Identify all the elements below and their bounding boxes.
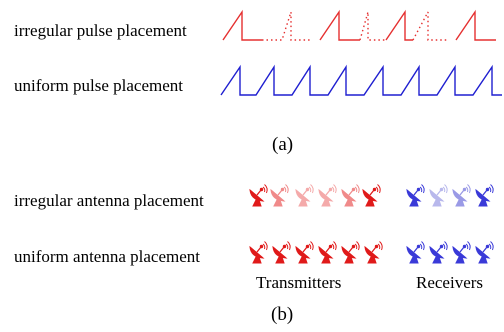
uniform-pulse-label: uniform pulse placement (14, 76, 184, 95)
transmitter-dish-icon (364, 240, 383, 264)
pulse (319, 9, 360, 41)
transmitter-dish-icon (341, 240, 360, 264)
uniform-receivers (406, 240, 494, 264)
irregular-receivers (406, 183, 494, 207)
transmitter-dish-icon (341, 183, 360, 207)
receiver-dish-icon (429, 240, 448, 264)
receivers-label: Receivers (416, 273, 484, 292)
receiver-dish-icon (406, 183, 425, 207)
pulse (455, 9, 496, 41)
transmitter-dish-icon (318, 183, 337, 207)
pulse (222, 9, 262, 41)
receiver-dish-icon (452, 183, 471, 207)
transmitter-dish-icon (295, 183, 314, 207)
irregular-transmitters (249, 183, 381, 207)
transmitter-dish-icon (318, 240, 337, 264)
receiver-dish-icon (475, 240, 494, 264)
transmitters-label: Transmitters (256, 273, 342, 292)
uniform-pulse-train (220, 64, 502, 96)
transmitter-dish-icon (249, 183, 268, 207)
dotted-pulse (412, 11, 449, 41)
transmitter-dish-icon (295, 240, 314, 264)
irregular-pulse-label: irregular pulse placement (14, 21, 187, 40)
irregular-pulse-train (222, 9, 496, 41)
uniform-transmitters (249, 240, 383, 264)
irregular-antenna-label: irregular antenna placement (14, 191, 204, 210)
transmitter-dish-icon (249, 240, 268, 264)
caption-b: (b) (271, 304, 294, 325)
receiver-dish-icon (429, 183, 448, 207)
receiver-dish-icon (406, 240, 425, 264)
pulse (385, 9, 413, 41)
transmitter-dish-icon (272, 240, 291, 264)
uniform-antenna-label: uniform antenna placement (14, 247, 200, 266)
caption-a: (a) (272, 134, 294, 155)
transmitter-dish-icon (270, 183, 289, 207)
transmitter-dish-icon (362, 183, 381, 207)
receiver-dish-icon (475, 183, 494, 207)
receiver-dish-icon (452, 240, 471, 264)
dotted-pulse (359, 11, 386, 41)
